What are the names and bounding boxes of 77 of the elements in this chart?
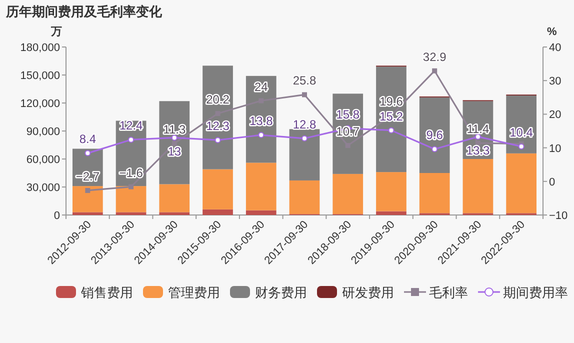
data-label: 13.8 (249, 114, 273, 128)
bar (506, 153, 536, 214)
data-label: 32.9 (422, 50, 446, 64)
data-label: 9.6 (426, 128, 443, 142)
y-axis-title: 万 (50, 26, 62, 38)
point (84, 150, 91, 156)
data-label: 11.3 (163, 122, 186, 136)
y2-tick-label: 30 (549, 76, 562, 88)
point (258, 132, 264, 138)
bar (289, 129, 320, 180)
data-label: 19.6 (380, 94, 403, 109)
y-tick-label: 120,000 (20, 98, 60, 110)
legend-label: 销售费用 (80, 285, 133, 300)
bar (72, 212, 103, 215)
y-tick-label: 150,000 (20, 70, 60, 82)
point (388, 127, 394, 134)
data-label: 13 (168, 144, 182, 159)
bar (376, 211, 406, 215)
data-label: 24 (254, 80, 268, 94)
y2-tick-label: 10 (549, 142, 562, 155)
point (302, 135, 308, 142)
point (172, 140, 177, 146)
y2-tick-label: 40 (549, 42, 562, 54)
y-tick-label: 180,000 (20, 42, 60, 54)
y-tick-label: 90,000 (26, 126, 60, 138)
y-tick-label: 30,000 (26, 182, 60, 194)
point (171, 134, 178, 141)
data-label: 11.4 (466, 122, 490, 136)
bar (289, 180, 320, 214)
bar (202, 209, 233, 215)
data-label: 15.8 (336, 107, 360, 122)
y2-tick-label: −10 (549, 210, 568, 222)
data-label: 10.4 (510, 125, 533, 140)
point (85, 188, 90, 193)
point (432, 146, 438, 152)
data-label: 15.2 (380, 109, 403, 124)
bar (159, 184, 190, 212)
point (474, 134, 481, 140)
y2-tick-label: 0 (549, 176, 556, 188)
data-label: 25.8 (292, 74, 316, 88)
bar (419, 173, 450, 214)
point (518, 143, 524, 150)
point (302, 92, 307, 98)
data-label: 12.8 (292, 117, 316, 132)
bar (159, 212, 190, 215)
data-label: −2.7 (76, 169, 100, 184)
bar (246, 210, 276, 215)
point (128, 136, 134, 143)
bar (116, 186, 146, 212)
legend-label: 管理费用 (168, 285, 220, 300)
legend-label: 研发费用 (342, 285, 394, 300)
legend-label: 财务费用 (255, 285, 307, 300)
point (432, 68, 438, 74)
bar (246, 162, 276, 210)
data-label: 20.2 (206, 92, 230, 107)
point (128, 184, 134, 190)
data-label: 13.3 (466, 144, 490, 158)
bar (462, 159, 494, 214)
bar (419, 97, 450, 173)
y-tick-label: 60,000 (26, 154, 60, 166)
bar (376, 172, 406, 212)
chart-title: 历年期间费用及毛利率变化 (5, 4, 163, 19)
legend-label: 毛利率 (429, 285, 468, 300)
data-label: 12.4 (119, 118, 143, 133)
bar (72, 186, 103, 212)
bar (202, 169, 233, 210)
legend-label: 期间费用率 (503, 285, 568, 300)
y2-tick-label: 20 (549, 109, 562, 122)
y-tick-label: 0 (54, 210, 60, 222)
bar (116, 212, 146, 215)
bar (332, 174, 364, 214)
point (214, 137, 221, 144)
data-label: 8.4 (79, 132, 96, 146)
data-label: −1.6 (119, 166, 143, 180)
y2-axis-title: % (547, 26, 557, 38)
data-label: 12.3 (206, 119, 230, 134)
point (475, 140, 480, 146)
